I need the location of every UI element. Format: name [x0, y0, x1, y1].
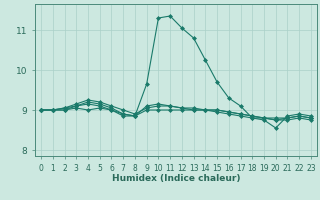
X-axis label: Humidex (Indice chaleur): Humidex (Indice chaleur) — [112, 174, 240, 183]
